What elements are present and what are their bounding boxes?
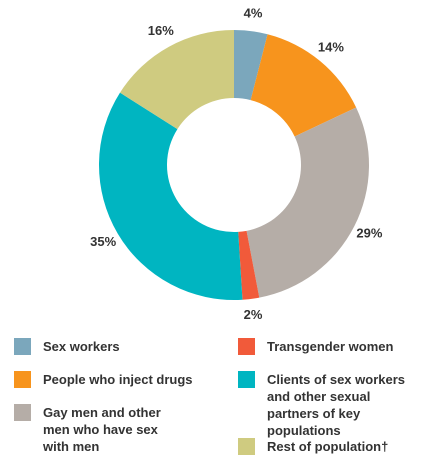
legend-label: Sex workers [43, 339, 120, 354]
legend-swatch [14, 404, 31, 421]
value-label: 16% [148, 23, 174, 38]
donut-segment [238, 230, 260, 300]
legend-item: Sex workers [14, 338, 214, 355]
donut-segment [246, 107, 369, 298]
donut-segment [250, 34, 357, 137]
donut-segment [234, 30, 268, 101]
legend-swatch [238, 371, 255, 388]
legend-swatch [14, 338, 31, 355]
legend-label: Rest of population† [267, 439, 389, 454]
value-label: 29% [356, 225, 382, 240]
legend-swatch [238, 438, 255, 455]
donut-segment [99, 92, 243, 300]
legend-swatch [238, 338, 255, 355]
legend-swatch [14, 371, 31, 388]
legend-item: Transgender women [238, 338, 438, 355]
legend-item: Clients of sex workers and other sexual … [238, 371, 413, 439]
legend-item: People who inject drugs [14, 371, 214, 388]
legend-item: Rest of population† [238, 438, 438, 455]
value-label: 35% [90, 234, 116, 249]
value-label: 2% [244, 307, 263, 322]
legend-label: Transgender women [267, 339, 394, 354]
value-label: 14% [318, 39, 344, 54]
legend-item: Gay men and other men who have sex with … [14, 404, 184, 455]
legend-label: Clients of sex workers and other sexual … [267, 372, 405, 438]
legend-label: People who inject drugs [43, 372, 193, 387]
donut-segment [120, 30, 234, 130]
value-label: 4% [244, 6, 263, 21]
legend-label: Gay men and other men who have sex with … [43, 405, 161, 454]
